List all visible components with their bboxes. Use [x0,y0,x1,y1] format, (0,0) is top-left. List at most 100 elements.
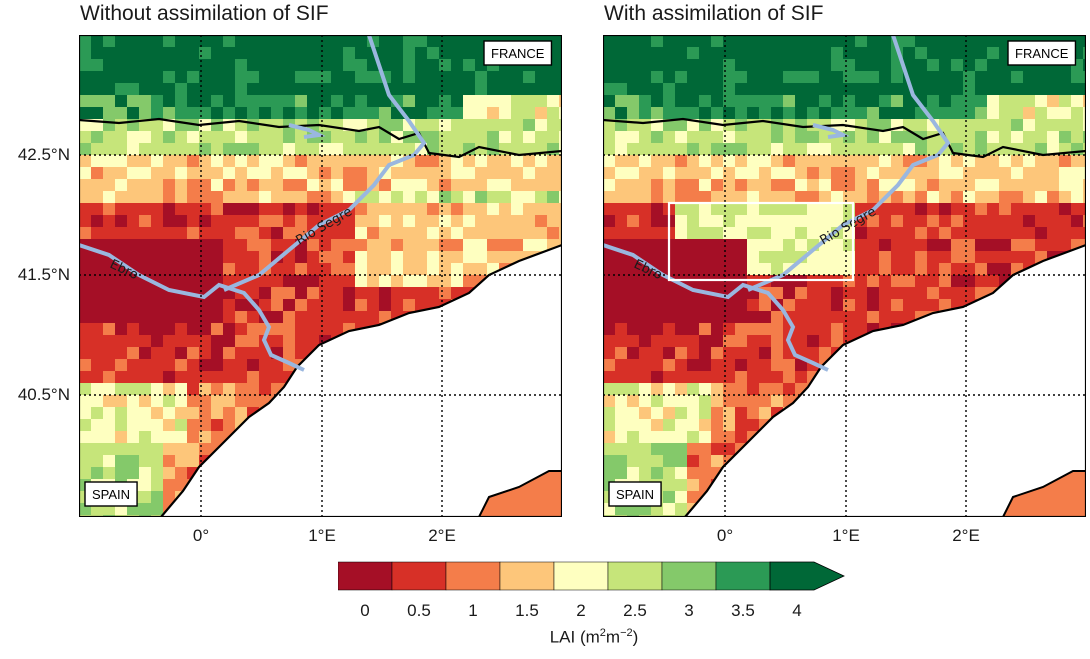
lai-cell [343,251,355,263]
lai-cell [91,359,103,371]
lai-cell [187,215,199,227]
lai-cell [151,407,163,419]
lai-cell [103,143,115,155]
lai-cell [151,179,163,191]
lai-cell [831,167,843,179]
lai-cell [175,275,187,287]
lai-cell [651,227,663,239]
lai-cell [103,119,115,131]
lai-cell [259,251,271,263]
lai-cell [723,407,735,419]
lai-cell [211,59,223,71]
lai-cell [615,287,627,299]
lai-cell [999,263,1011,275]
lai-cell [451,239,463,251]
lai-cell [379,143,391,155]
lai-cell [415,83,427,95]
lai-cell [319,155,331,167]
lai-cell [163,467,175,479]
lai-cell [127,191,139,203]
lai-cell [747,407,759,419]
lai-cell [259,131,271,143]
lai-cell [927,287,939,299]
lai-cell [79,467,91,479]
lai-cell [687,227,699,239]
lai-cell [559,107,562,119]
lai-cell [187,383,199,395]
lai-cell [367,107,379,119]
lai-cell [355,227,367,239]
lai-cell [139,455,151,467]
lai-cell [663,371,675,383]
lai-cell [627,407,639,419]
lai-cell [439,155,451,167]
lai-cell [91,47,103,59]
lai-cell [795,299,807,311]
lai-cell [151,83,163,95]
lai-cell [247,191,259,203]
lai-cell [295,275,307,287]
lai-cell [975,35,987,47]
segre-river [747,35,951,292]
lai-cell [271,83,283,95]
lai-cell [271,59,283,71]
lai-cell [903,95,915,107]
lai-cell [247,119,259,131]
lai-cell [783,155,795,167]
lai-cell [367,263,379,275]
lai-cell [975,203,987,215]
lai-cell [283,95,295,107]
colorbar-swatch [661,561,717,591]
lai-cell [439,107,451,119]
lai-cell [367,299,379,311]
lai-cell [547,83,559,95]
lai-cell [735,371,747,383]
lai-cell [463,95,475,107]
lai-cell [699,299,711,311]
lai-cell [211,335,223,347]
lai-cell [79,455,91,467]
lai-cell [699,347,711,359]
lai-cell [735,179,747,191]
lai-cell [403,47,415,59]
lai-cell [987,71,999,83]
lai-cell [463,227,475,239]
lai-cell [211,95,223,107]
lai-cell [675,251,687,263]
lai-cell [771,395,783,407]
lai-cell [415,191,427,203]
lai-cell [319,59,331,71]
lai-cell [211,143,223,155]
lai-cell [879,83,891,95]
lai-cell [687,71,699,83]
lai-cell [175,395,187,407]
right-lon-tick-2e: 2°E [952,526,980,545]
lai-cell [403,83,415,95]
lai-cell [355,287,367,299]
lai-cell [559,203,562,215]
lai-cell [427,215,439,227]
lai-cell [915,179,927,191]
lai-cell [807,311,819,323]
lai-cell [639,287,651,299]
lai-cell [675,299,687,311]
lai-cell [723,323,735,335]
lai-cell [663,59,675,71]
lai-cell [651,359,663,371]
lai-cell [903,311,915,323]
lai-cell [211,215,223,227]
lai-cell [391,59,403,71]
lai-cell [711,71,723,83]
lai-cell [639,275,651,287]
lai-cell [283,83,295,95]
lai-cell [451,47,463,59]
lai-cell [319,263,331,275]
lai-cell [819,143,831,155]
lai-cell [127,383,139,395]
lai-cell [343,155,355,167]
lai-cell [79,71,91,83]
lai-cell [747,95,759,107]
lai-cell [139,179,151,191]
lai-cell [463,251,475,263]
lai-cell [615,107,627,119]
